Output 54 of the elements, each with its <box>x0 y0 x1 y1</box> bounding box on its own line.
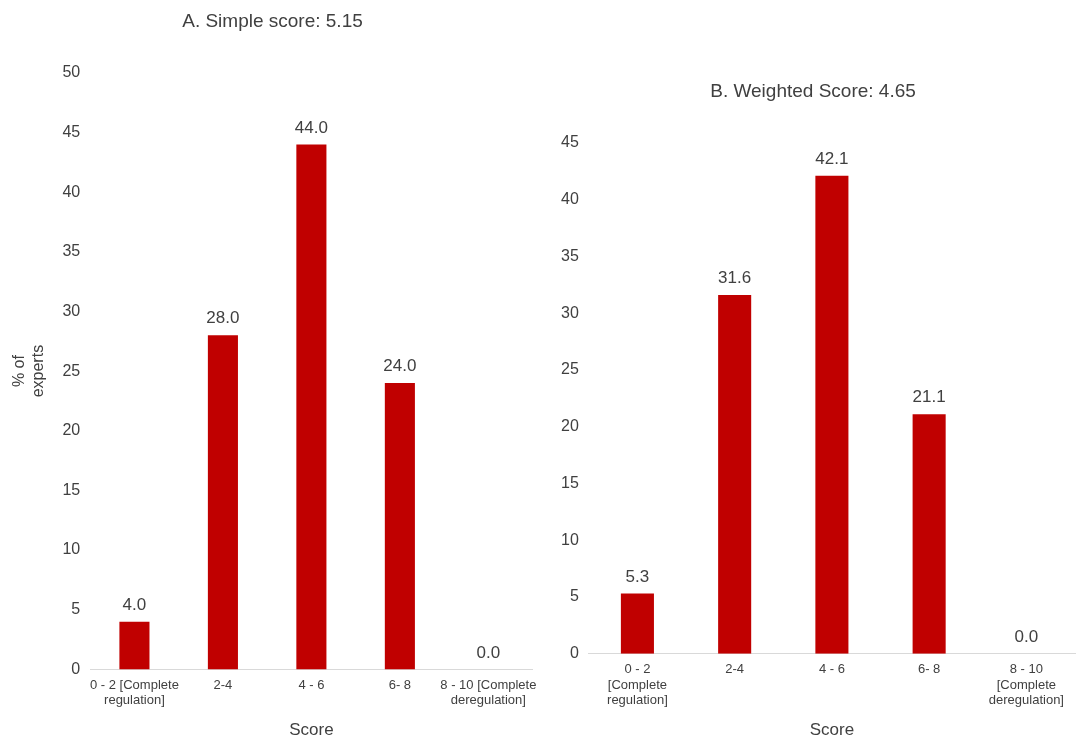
x-tick-label: 2-4 <box>213 676 233 692</box>
y-tick-label: 35 <box>561 246 579 264</box>
bar <box>815 175 849 654</box>
data-label: 24.0 <box>383 356 417 376</box>
x-tick-label: 6- 8 <box>388 676 412 692</box>
data-label: 5.3 <box>625 566 650 586</box>
y-tick-label: 40 <box>561 189 579 207</box>
y-tick-label: 35 <box>62 242 81 260</box>
bar <box>119 621 150 670</box>
x-tick-label: 4 - 6 <box>818 661 845 677</box>
x-tick-label: 6- 8 <box>917 661 941 677</box>
data-label: 31.6 <box>718 268 752 288</box>
y-tick-label: 0 <box>71 659 81 677</box>
y-tick-label: 20 <box>561 417 579 435</box>
data-label: 44.0 <box>294 117 328 137</box>
x-axis-title: Score <box>809 720 855 740</box>
x-tick-label: 0 - 2 [Complete regulation] <box>607 661 668 708</box>
data-label: 42.1 <box>815 148 849 168</box>
y-tick-label: 5 <box>71 600 81 618</box>
bar <box>384 383 415 670</box>
y-tick-label: 10 <box>62 540 81 558</box>
data-label: 21.1 <box>912 387 946 407</box>
y-tick-label: 50 <box>62 63 81 81</box>
x-tick-label: 8 - 10 [Complete deregulation] <box>988 661 1064 708</box>
y-tick-label: 15 <box>561 473 579 491</box>
y-tick-label: 0 <box>569 644 579 662</box>
y-axis-title: % of experts <box>10 344 47 398</box>
data-label: 0.0 <box>476 642 501 662</box>
data-label: 28.0 <box>206 308 240 328</box>
chart-title: A. Simple score: 5.15 <box>182 9 363 31</box>
bar <box>718 294 752 654</box>
y-tick-label: 15 <box>62 480 81 498</box>
y-tick-label: 25 <box>62 361 81 379</box>
y-tick-label: 30 <box>62 301 81 319</box>
y-tick-label: 30 <box>561 303 579 321</box>
y-tick-label: 10 <box>561 530 579 548</box>
bar <box>296 144 327 670</box>
bar <box>912 414 946 654</box>
y-tick-label: 45 <box>561 133 579 151</box>
data-label: 0.0 <box>1014 626 1039 646</box>
y-tick-label: 40 <box>62 182 81 200</box>
x-tick-label: 2-4 <box>725 661 745 677</box>
y-tick-label: 25 <box>561 360 579 378</box>
x-axis-title: Score <box>289 720 334 740</box>
data-label: 4.0 <box>122 594 147 614</box>
chart-title: B. Weighted Score: 4.65 <box>710 79 916 101</box>
bar <box>620 593 654 654</box>
x-tick-label: 8 - 10 [Complete deregulation] <box>440 676 537 708</box>
bar <box>207 335 238 670</box>
y-tick-label: 45 <box>62 122 81 140</box>
x-tick-label: 4 - 6 <box>298 676 325 692</box>
y-tick-label: 5 <box>569 587 579 605</box>
x-tick-label: 0 - 2 [Complete regulation] <box>90 676 179 708</box>
y-tick-label: 20 <box>62 421 81 439</box>
